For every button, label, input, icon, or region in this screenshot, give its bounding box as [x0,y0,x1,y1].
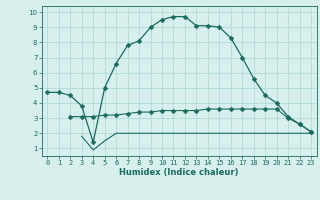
X-axis label: Humidex (Indice chaleur): Humidex (Indice chaleur) [119,168,239,177]
